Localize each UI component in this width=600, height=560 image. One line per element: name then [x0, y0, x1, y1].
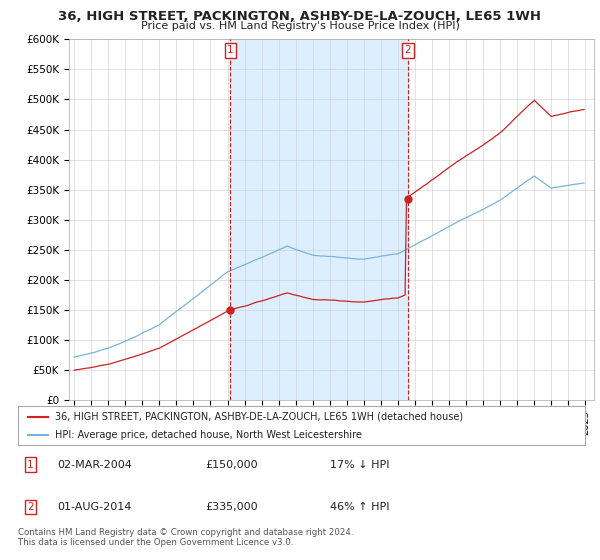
Text: £335,000: £335,000	[205, 502, 258, 512]
Text: Price paid vs. HM Land Registry's House Price Index (HPI): Price paid vs. HM Land Registry's House …	[140, 21, 460, 31]
Text: 2: 2	[404, 45, 411, 55]
Text: 2: 2	[27, 502, 34, 512]
Text: 36, HIGH STREET, PACKINGTON, ASHBY-DE-LA-ZOUCH, LE65 1WH: 36, HIGH STREET, PACKINGTON, ASHBY-DE-LA…	[59, 10, 542, 23]
Text: 46% ↑ HPI: 46% ↑ HPI	[330, 502, 389, 512]
Text: £150,000: £150,000	[205, 460, 258, 470]
Text: 1: 1	[227, 45, 234, 55]
Text: 02-MAR-2004: 02-MAR-2004	[58, 460, 133, 470]
Text: Contains HM Land Registry data © Crown copyright and database right 2024.
This d: Contains HM Land Registry data © Crown c…	[18, 528, 353, 547]
Text: HPI: Average price, detached house, North West Leicestershire: HPI: Average price, detached house, Nort…	[55, 431, 362, 440]
Text: 01-AUG-2014: 01-AUG-2014	[58, 502, 132, 512]
Text: 36, HIGH STREET, PACKINGTON, ASHBY-DE-LA-ZOUCH, LE65 1WH (detached house): 36, HIGH STREET, PACKINGTON, ASHBY-DE-LA…	[55, 412, 463, 422]
Text: 17% ↓ HPI: 17% ↓ HPI	[330, 460, 389, 470]
Bar	[230, 39, 408, 400]
Text: 1: 1	[27, 460, 34, 470]
